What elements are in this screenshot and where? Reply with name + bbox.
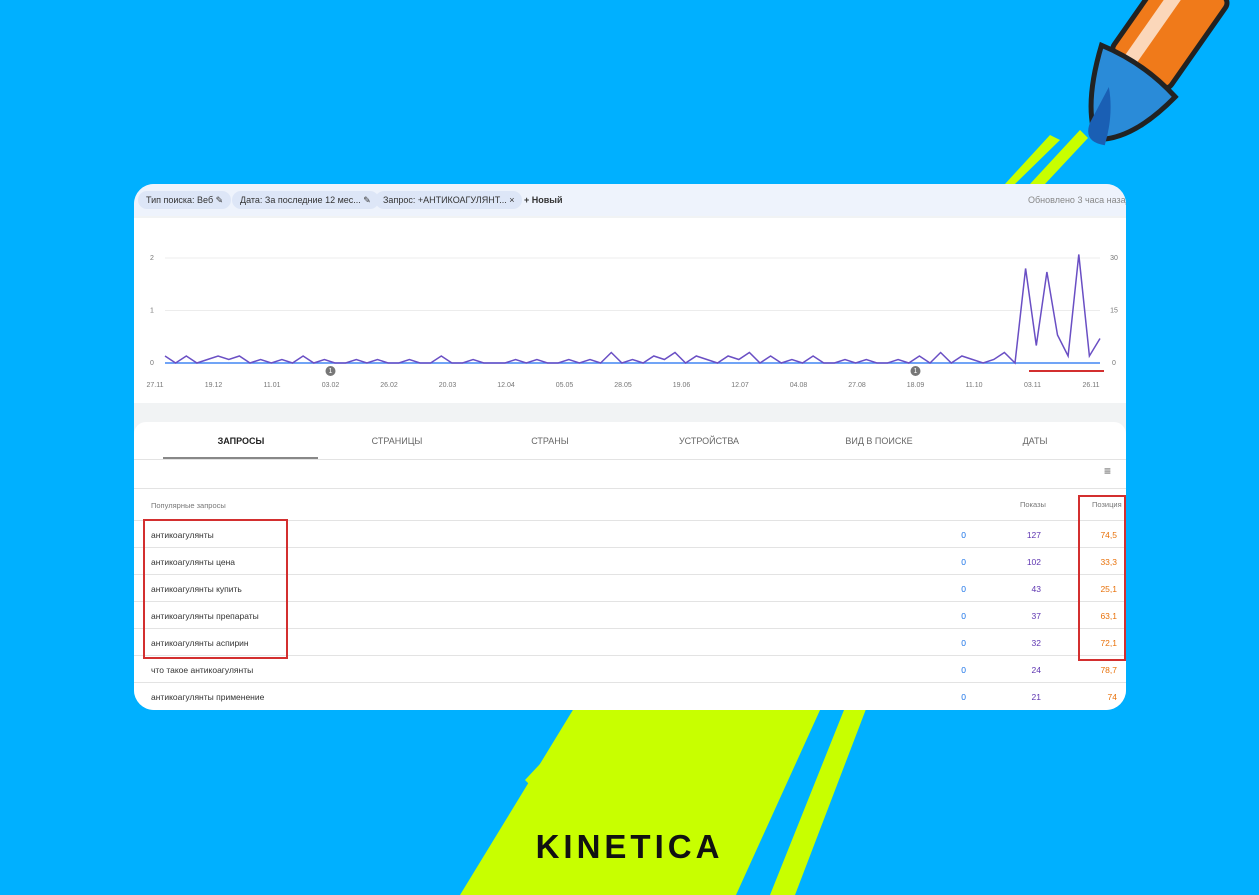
x-tick-label: 12.07 xyxy=(731,382,749,389)
cell: 33,3 xyxy=(1100,557,1117,567)
y-tick-label: 2 xyxy=(150,255,154,262)
column-header: Показы xyxy=(1020,500,1046,509)
x-tick-label: 04.08 xyxy=(790,382,808,389)
new-filter[interactable]: + Новый xyxy=(524,195,563,205)
cell: 0 xyxy=(961,611,966,621)
filter-chip[interactable]: Дата: За последние 12 мес... ✎ xyxy=(232,191,379,209)
column-header: Популярные запросы xyxy=(151,501,226,510)
x-tick-label: 26.11 xyxy=(1083,382,1100,389)
x-tick-label: 27.08 xyxy=(848,382,866,389)
cell: 25,1 xyxy=(1100,584,1117,594)
table-row[interactable]: антикоагулянты 0 127 74,5 xyxy=(134,520,1126,548)
tab[interactable]: СТРАНИЦЫ xyxy=(371,436,423,446)
x-tick-label: 19.12 xyxy=(205,382,223,389)
chip-label: Запрос: +АНТИКОАГУЛЯНТ... xyxy=(383,195,507,205)
highlight-box xyxy=(1078,495,1126,661)
cell: 0 xyxy=(961,692,966,702)
annotation-marker xyxy=(325,366,336,376)
y-tick-label: 1 xyxy=(150,307,154,314)
filter-chip[interactable]: Тип поиска: Веб ✎ xyxy=(138,191,232,209)
y2-tick-label: 15 xyxy=(1110,307,1118,314)
y2-tick-label: 0 xyxy=(1112,360,1116,367)
tab[interactable]: ВИД В ПОИСКЕ xyxy=(845,436,913,446)
cell: 24 xyxy=(1031,665,1041,675)
x-tick-label: 12.04 xyxy=(497,382,515,389)
cell: 102 xyxy=(1026,557,1041,567)
cell: 0 xyxy=(961,557,966,567)
x-tick-label: 26.02 xyxy=(380,382,398,389)
active-tab-indicator xyxy=(163,457,318,459)
y-tick-label: 0 xyxy=(150,360,154,367)
y2-tick-label: 30 xyxy=(1110,255,1118,262)
x-tick-label: 18.09 xyxy=(907,382,925,389)
tab[interactable]: ДАТЫ xyxy=(1022,436,1048,446)
tab[interactable]: УСТРОЙСТВА xyxy=(678,436,740,446)
table-row[interactable]: антикоагулянты применение 0 21 74 xyxy=(134,682,1126,710)
series-line xyxy=(164,254,1101,365)
cell: антикоагулянты цена xyxy=(151,557,236,567)
cell: 74,5 xyxy=(1100,530,1117,540)
divider xyxy=(134,459,1126,460)
cell: антикоагулянты применение xyxy=(151,692,265,702)
console-card: Тип поиска: Веб ✎ Дата: За последние 12 … xyxy=(134,184,1126,710)
divider xyxy=(134,488,1126,489)
cell: 43 xyxy=(1031,584,1041,594)
cell: 0 xyxy=(961,584,966,594)
cell: 21 xyxy=(1031,692,1041,702)
x-tick-label: 11.01 xyxy=(264,382,281,389)
chip-label: Дата: За последние 12 мес... xyxy=(240,195,361,205)
table-panel: ЗАПРОСЫ СТРАНИЦЫ СТРАНЫ УСТРОЙСТВА ВИД В ПОИ… xyxy=(134,422,1126,710)
cell: антикоагулянты xyxy=(151,530,214,540)
cell: 32 xyxy=(1031,638,1041,648)
x-tick-label: 03.11 xyxy=(1024,382,1041,389)
tab[interactable]: СТРАНЫ xyxy=(531,436,569,446)
cell: 74 xyxy=(1107,692,1117,702)
table-row[interactable]: антикоагулянты купить 0 43 25,1 xyxy=(134,574,1126,602)
cell: 78,7 xyxy=(1100,665,1117,675)
cell: 0 xyxy=(961,638,966,648)
highlight-box xyxy=(143,519,288,659)
column-header: Позиция xyxy=(1092,500,1122,509)
annotation-label: 1 xyxy=(914,368,918,375)
cell: что такое антикоагулянты xyxy=(151,665,254,675)
x-tick-label: 05.05 xyxy=(556,382,574,389)
cell: антикоагулянты препараты xyxy=(151,611,259,621)
annotation-label: 1 xyxy=(329,368,333,375)
cell: антикоагулянты аспирин xyxy=(151,638,249,648)
table-row[interactable]: антикоагулянты цена 0 102 33,3 xyxy=(134,547,1126,575)
cell: 127 xyxy=(1026,530,1041,540)
filter-bar: Тип поиска: Веб ✎ Дата: За последние 12 … xyxy=(134,184,1126,216)
x-tick-label: 03.02 xyxy=(322,382,340,389)
updated-text: Обновлено 3 часа назад xyxy=(1028,195,1126,205)
new-label: Новый xyxy=(531,195,563,205)
chip-label: Тип поиска: Веб xyxy=(146,195,214,205)
cell: 0 xyxy=(961,665,966,675)
cell: 72,1 xyxy=(1100,638,1117,648)
filter-chip[interactable]: Запрос: +АНТИКОАГУЛЯНТ... × xyxy=(375,191,523,209)
cell: антикоагулянты купить xyxy=(151,584,242,594)
table-row[interactable]: антикоагулянты препараты 0 37 63,1 xyxy=(134,601,1126,629)
filter-icon[interactable]: ≡ xyxy=(1104,464,1112,478)
cell: 37 xyxy=(1031,611,1041,621)
x-tick-label: 20.03 xyxy=(439,382,457,389)
x-tick-label: 19.06 xyxy=(673,382,691,389)
table-row[interactable]: антикоагулянты аспирин 0 32 72,1 xyxy=(134,628,1126,656)
x-tick-label: 28.05 xyxy=(614,382,632,389)
table-row[interactable]: что такое антикоагулянты 0 24 78,7 xyxy=(134,655,1126,683)
x-tick-label: 11.10 xyxy=(966,382,983,389)
brand-logo: KINETICA xyxy=(535,828,724,865)
cell: 0 xyxy=(961,530,966,540)
annotation-marker xyxy=(910,366,921,376)
tab[interactable]: ЗАПРОСЫ xyxy=(217,436,265,446)
cell: 63,1 xyxy=(1100,611,1117,621)
x-tick-label: 27.11 xyxy=(147,382,164,389)
